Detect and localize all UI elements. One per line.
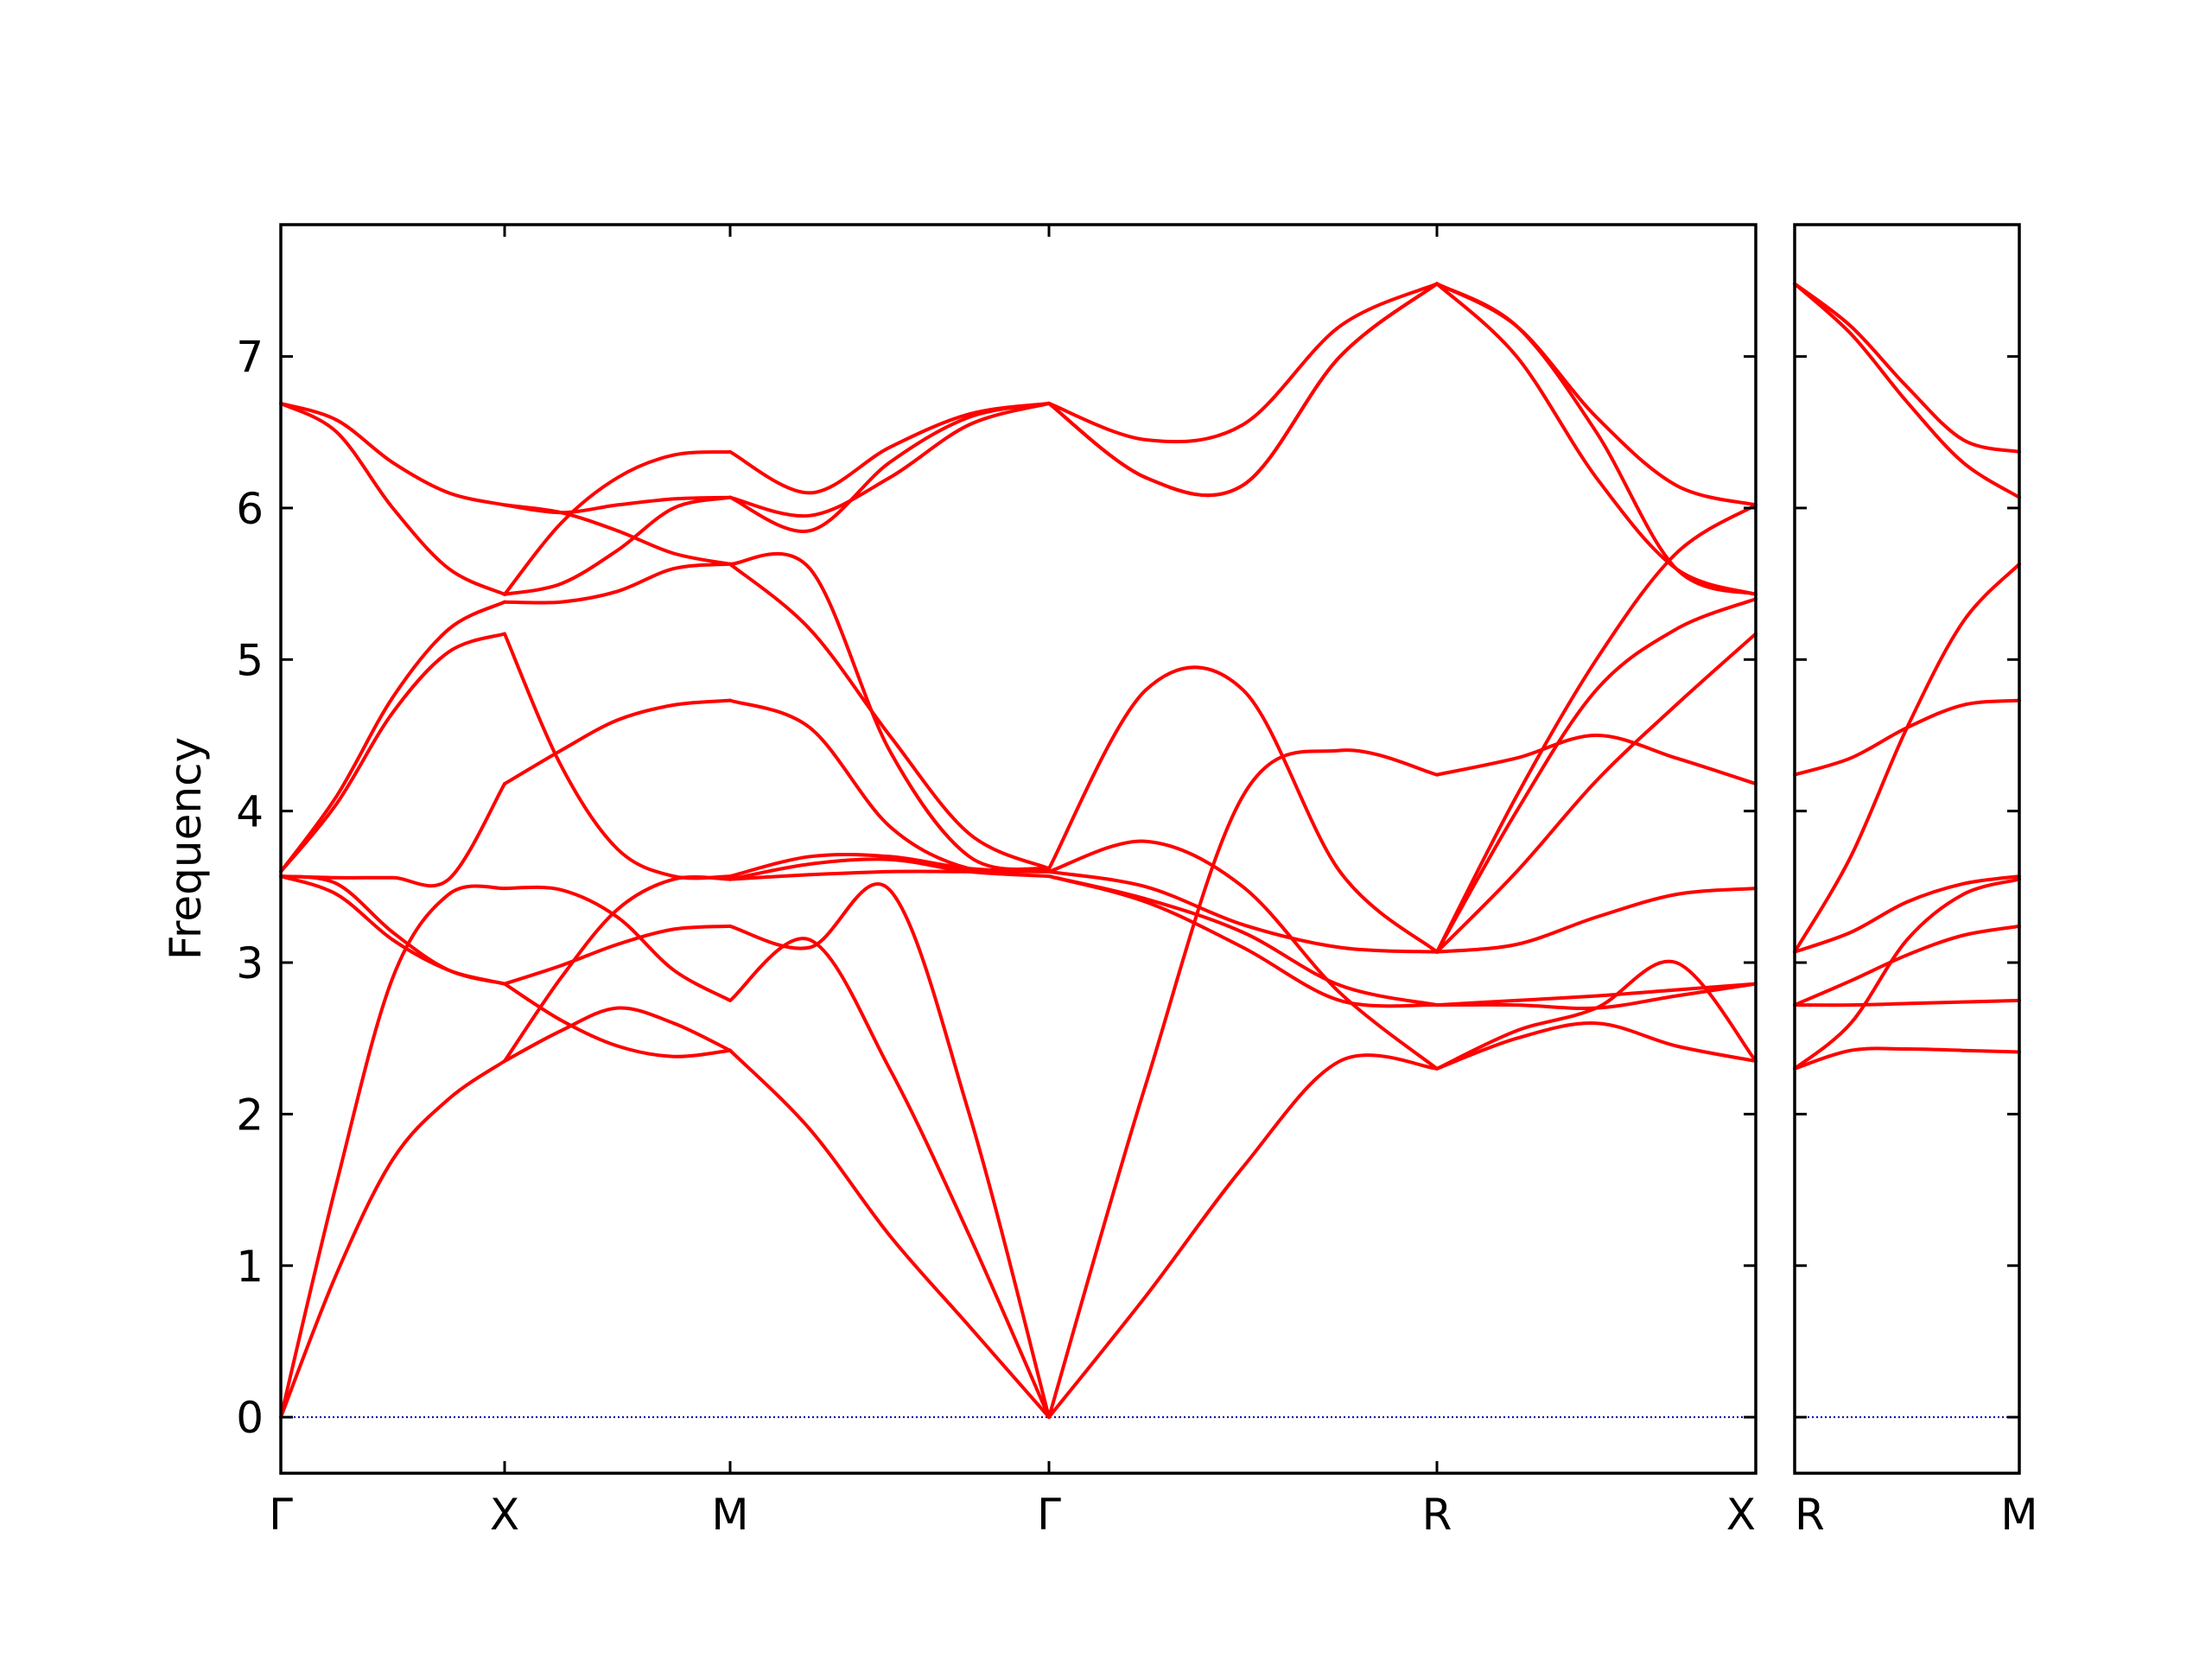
band-M-G-1 xyxy=(728,937,1051,1420)
band-G-R-0 xyxy=(1047,1053,1439,1420)
band-R-M-6 xyxy=(1793,698,2021,777)
x-tick-label: Γ xyxy=(269,1490,293,1540)
band-R-X-4 xyxy=(1435,887,1758,954)
band-M-G-11 xyxy=(728,401,1051,495)
band-M-G-0 xyxy=(728,1048,1051,1420)
band-G-X-6 xyxy=(279,600,506,874)
band-X-M-3 xyxy=(503,924,732,986)
x-tick-label: X xyxy=(490,1490,519,1540)
main-panel: Γ X M Γ R X 0 1 2 3 4 5 6 7 xyxy=(236,223,1758,1540)
band-M-G-7 xyxy=(728,562,1051,871)
band-G-X-4 xyxy=(279,782,506,888)
x-tick-label: M xyxy=(2000,1490,2037,1540)
band-G-R-4 xyxy=(1047,839,1439,1071)
band-R-X-6 xyxy=(1435,632,1758,954)
band-X-M-2 xyxy=(503,885,732,1002)
band-R-M-5 xyxy=(1793,562,2021,954)
y-tick-label: 6 xyxy=(236,484,264,534)
band-X-M-5 xyxy=(503,632,732,880)
band-M-G-8 xyxy=(728,551,1051,872)
y-axis-label: Frequency xyxy=(161,737,211,960)
band-M-G-2 xyxy=(728,882,1051,1420)
plot-frame xyxy=(1793,223,2021,1475)
band-G-X-5 xyxy=(279,632,506,874)
band-G-R-1 xyxy=(1047,748,1439,1420)
band-R-X-2 xyxy=(1435,982,1758,1007)
band-G-X-0 xyxy=(279,1059,506,1420)
band-R-X-8 xyxy=(1435,503,1758,954)
band-G-R-2 xyxy=(1047,874,1439,1008)
band-R-X-0 xyxy=(1435,1021,1758,1071)
band-R-X-7 xyxy=(1435,597,1758,954)
band-R-M-8 xyxy=(1793,282,2021,499)
band-G-X-8 xyxy=(279,401,506,596)
band-X-M-6 xyxy=(503,698,732,786)
x-tick-label: X xyxy=(1726,1490,1756,1540)
band-X-M-0 xyxy=(503,1006,732,1063)
band-X-M-8 xyxy=(503,495,732,596)
y-tick-label: 4 xyxy=(236,787,264,837)
band-R-M-3 xyxy=(1793,877,2021,1071)
band-G-X-2 xyxy=(279,874,506,986)
band-R-M-2 xyxy=(1793,924,2021,1007)
band-X-M-10 xyxy=(503,503,732,566)
band-X-M-11 xyxy=(503,495,732,515)
band-R-X-9 xyxy=(1435,282,1758,596)
band-G-R-9 xyxy=(1047,282,1439,498)
band-G-R-7 xyxy=(1047,282,1439,444)
plot-frame xyxy=(279,223,1758,1475)
band-R-X-5 xyxy=(1435,734,1758,786)
band-R-X-3 xyxy=(1435,982,1758,1010)
y-tick-label: 3 xyxy=(236,938,264,988)
y-tick-label: 0 xyxy=(236,1393,264,1443)
band-X-M-7 xyxy=(503,562,732,605)
band-G-R-6 xyxy=(1047,665,1439,954)
x-tick-label: R xyxy=(1422,1490,1452,1540)
y-tick-label: 2 xyxy=(236,1090,264,1140)
y-tick-label: 5 xyxy=(236,635,264,685)
band-R-M-0 xyxy=(1793,1046,2021,1071)
band-M-G-9 xyxy=(728,401,1051,518)
band-M-G-3 xyxy=(728,857,1051,881)
x-tick-label: M xyxy=(711,1490,748,1540)
band-R-M-7 xyxy=(1793,282,2021,454)
band-R-M-1 xyxy=(1793,998,2021,1007)
y-tick-label: 7 xyxy=(236,333,264,383)
band-R-X-11 xyxy=(1435,282,1758,507)
y-tick-label: 1 xyxy=(236,1242,264,1292)
band-M-G-6 xyxy=(728,698,1051,874)
band-X-M-1 xyxy=(503,982,732,1058)
band-G-R-8 xyxy=(1047,282,1439,498)
band-G-R-5 xyxy=(1047,869,1439,954)
band-X-M-9 xyxy=(503,450,732,596)
x-tick-label: Γ xyxy=(1037,1490,1061,1540)
band-R-X-10 xyxy=(1435,282,1758,596)
band-R-X-1 xyxy=(1435,959,1758,1071)
band-G-X-3 xyxy=(279,874,506,986)
x-tick-label: R xyxy=(1795,1490,1825,1540)
band-G-R-3 xyxy=(1047,874,1439,1007)
band-G-X-1 xyxy=(279,884,506,1420)
band-R-M-4 xyxy=(1793,874,2021,954)
band-G-X-7 xyxy=(279,401,506,507)
